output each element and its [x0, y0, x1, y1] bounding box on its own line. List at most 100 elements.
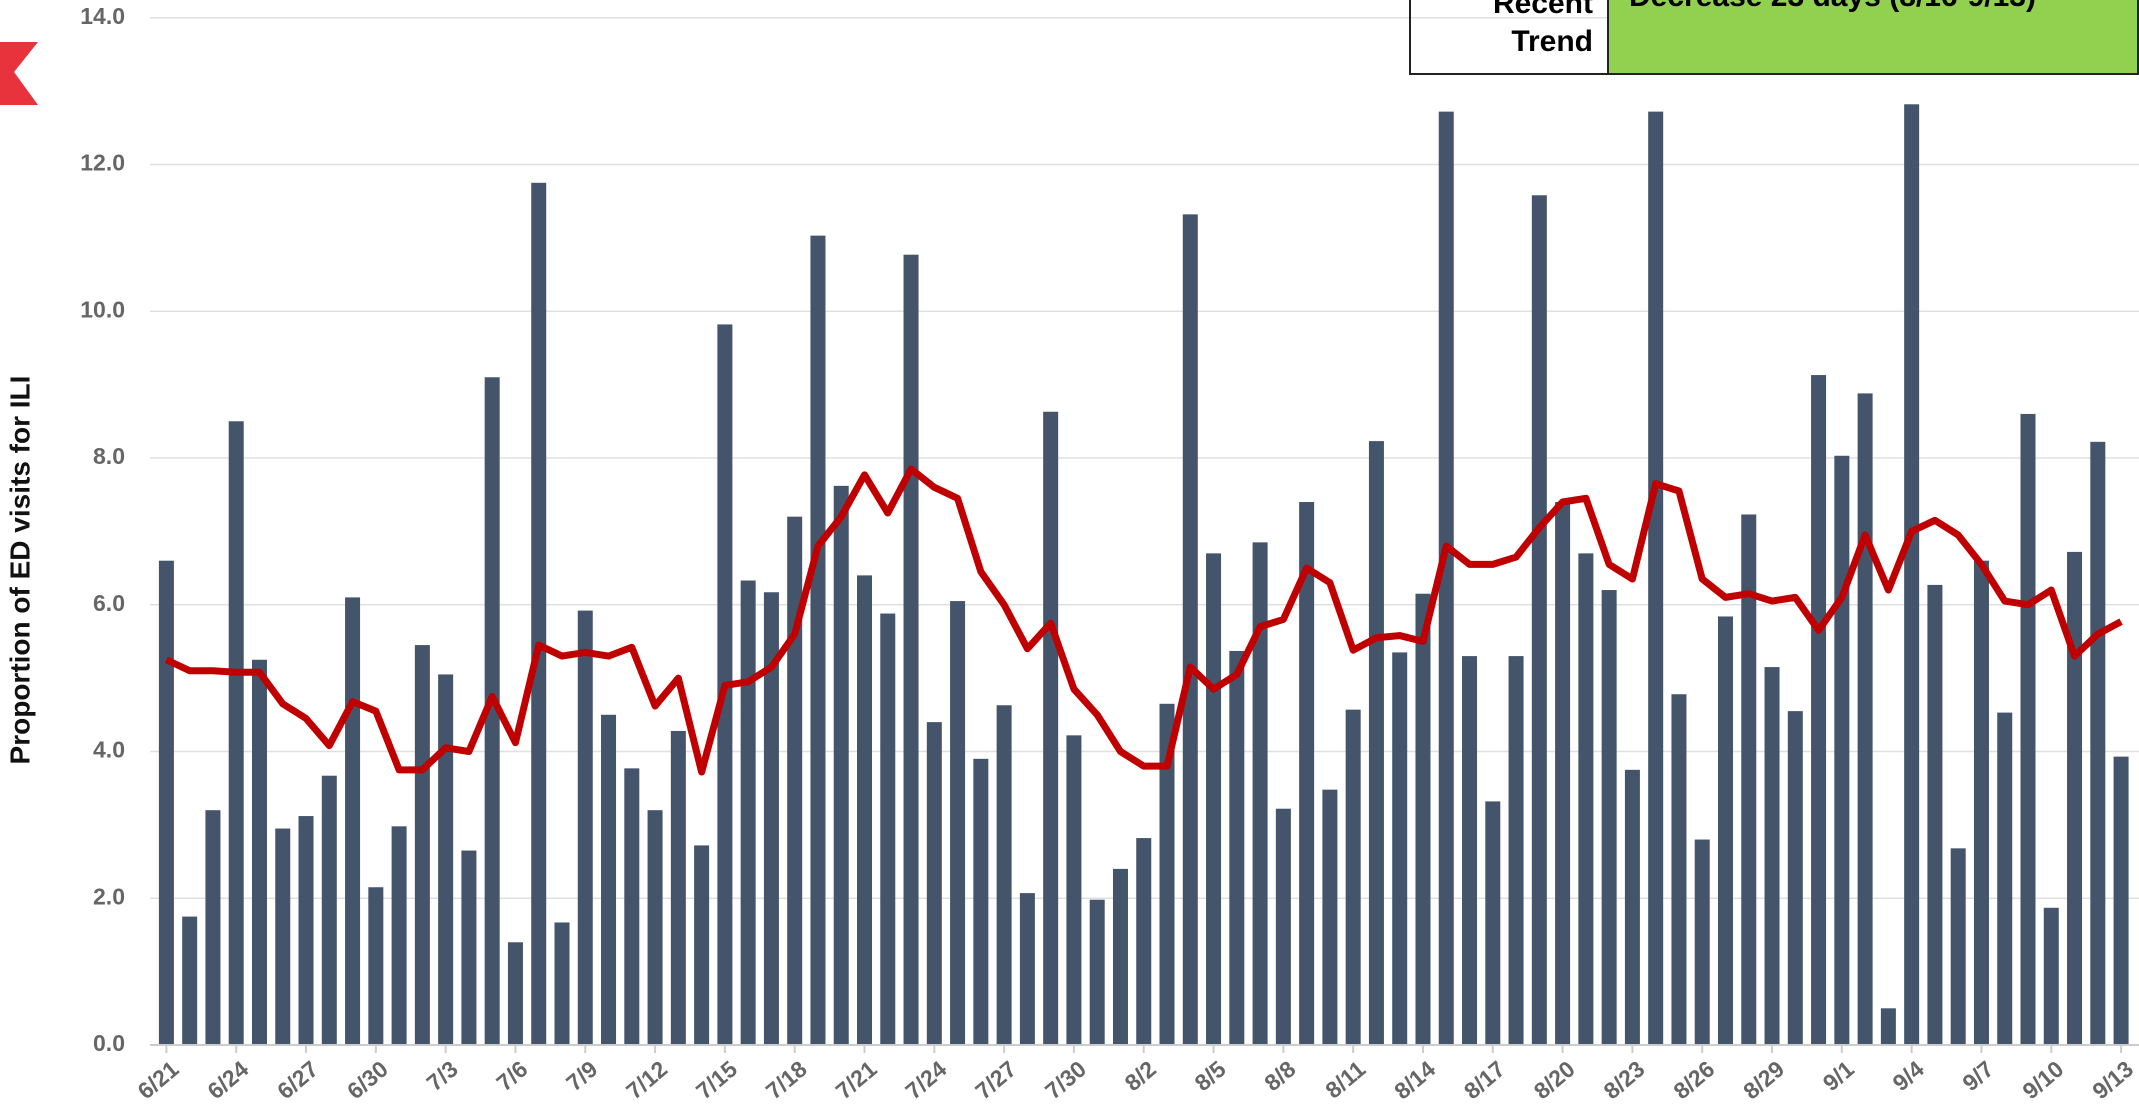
bar: [507, 942, 523, 1045]
bar: [577, 610, 593, 1045]
bar: [740, 580, 756, 1045]
x-tick-label: 8/23: [1599, 1056, 1650, 1105]
bar: [1671, 694, 1687, 1045]
bar: [484, 377, 500, 1045]
bar: [1112, 868, 1128, 1045]
bar: [205, 810, 221, 1045]
x-tick-label: 7/12: [621, 1056, 672, 1105]
bar: [275, 828, 291, 1045]
bar: [461, 850, 477, 1045]
x-tick-label: 8/11: [1320, 1055, 1370, 1103]
y-axis-label: Proportion of ED visits for ILI: [4, 376, 35, 765]
bar: [1578, 553, 1594, 1045]
bar: [1485, 801, 1501, 1045]
y-tick-label: 0.0: [93, 1030, 125, 1056]
x-tick-label: 8/20: [1529, 1056, 1580, 1105]
bar: [1904, 104, 1920, 1045]
bar: [438, 674, 454, 1045]
bar: [1880, 1008, 1896, 1045]
bar: [1811, 375, 1827, 1045]
bar: [1531, 195, 1547, 1046]
bar: [2043, 907, 2059, 1045]
bar: [1322, 789, 1338, 1045]
bar: [414, 645, 430, 1045]
bar: [182, 916, 198, 1045]
x-tick-label: 9/1: [1818, 1055, 1859, 1096]
x-tick-label: 7/18: [761, 1055, 812, 1104]
bar: [1415, 593, 1431, 1045]
bar: [158, 560, 174, 1045]
bar: [926, 722, 942, 1045]
bar: [345, 597, 361, 1045]
bar: [1927, 584, 1943, 1045]
y-tick-label: 6.0: [93, 590, 125, 616]
x-tick-label: 8/5: [1189, 1055, 1230, 1096]
x-tick-label: 7/27: [970, 1056, 1021, 1105]
bar: [1159, 703, 1175, 1045]
bar: [787, 516, 803, 1045]
x-tick-label: 8/17: [1459, 1056, 1510, 1105]
bar: [1648, 111, 1664, 1045]
bar: [601, 714, 617, 1045]
bar: [251, 659, 267, 1045]
x-tick-label: 6/24: [202, 1055, 253, 1104]
bar: [1787, 711, 1803, 1045]
trend-line: [164, 465, 2123, 776]
y-tick-label: 14.0: [80, 3, 125, 29]
bar: [531, 182, 547, 1046]
bar: [996, 705, 1012, 1045]
bar: [810, 235, 826, 1046]
x-tick-label: 6/21: [133, 1055, 184, 1104]
bar: [880, 613, 896, 1045]
nav-arrow: [0, 42, 38, 105]
bar: [1229, 650, 1245, 1045]
y-tick-label: 4.0: [93, 737, 125, 763]
x-tick-label: 8/29: [1738, 1056, 1789, 1105]
bar: [973, 758, 989, 1045]
bar: [1299, 501, 1315, 1046]
bar: [554, 922, 570, 1045]
bar: [1624, 769, 1640, 1045]
x-tick-label: 9/10: [2017, 1056, 2068, 1105]
x-tick-label: 7/3: [422, 1056, 463, 1096]
trend-box: Recent Trend Decrease 23 days (8/16-9/13…: [1409, 0, 2139, 75]
bar: [368, 887, 384, 1045]
bar: [1438, 111, 1454, 1045]
bar: [1089, 899, 1105, 1045]
y-tick-label: 2.0: [93, 883, 125, 909]
bar: [2020, 413, 2036, 1045]
bar: [391, 826, 407, 1045]
x-tick-label: 8/8: [1259, 1055, 1300, 1096]
x-tick-label: 7/9: [561, 1056, 602, 1096]
bar: [1136, 838, 1152, 1045]
bar: [670, 730, 686, 1045]
bar: [2067, 551, 2083, 1045]
y-tick-label: 8.0: [93, 443, 125, 469]
bar: [228, 421, 244, 1046]
bar: [1997, 712, 2013, 1045]
x-tick-label: 8/2: [1120, 1056, 1161, 1096]
x-tick-label: 8/14: [1389, 1055, 1440, 1104]
bar: [1206, 553, 1222, 1045]
y-tick-label: 10.0: [80, 296, 125, 322]
bar: [624, 768, 640, 1045]
bar: [1717, 616, 1733, 1045]
bar: [1066, 735, 1082, 1045]
bar: [2090, 441, 2106, 1046]
bar: [1462, 656, 1478, 1045]
bar: [1252, 542, 1268, 1045]
bar: [1601, 590, 1617, 1045]
x-tick-label: 7/24: [900, 1055, 951, 1104]
trend-label: Recent Trend: [1411, 0, 1609, 73]
bar: [1741, 514, 1757, 1045]
bar: [950, 601, 966, 1045]
bar: [1368, 441, 1384, 1045]
bar: [321, 775, 337, 1045]
x-tick-label: 7/21: [831, 1055, 882, 1104]
x-tick-label: 8/26: [1668, 1056, 1719, 1105]
bar: [694, 845, 710, 1045]
x-tick-label: 9/7: [1957, 1056, 1998, 1096]
bar: [1857, 393, 1873, 1045]
x-tick-label: 9/13: [2087, 1056, 2138, 1105]
